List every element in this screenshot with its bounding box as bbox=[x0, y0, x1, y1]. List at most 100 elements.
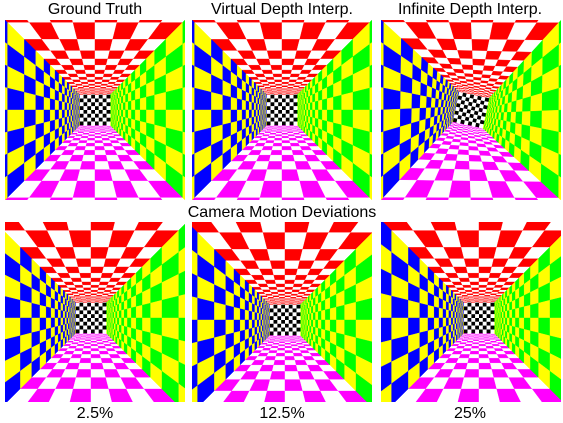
far-wall-tile bbox=[274, 110, 279, 114]
checker-tile bbox=[306, 319, 308, 326]
checker-tile bbox=[76, 85, 85, 88]
checker-tile bbox=[306, 127, 309, 137]
checker-tile bbox=[62, 101, 66, 111]
checker-tile bbox=[259, 149, 273, 156]
checker-tile bbox=[86, 139, 96, 144]
checker-tile bbox=[425, 197, 450, 200]
checker-tile bbox=[58, 317, 62, 327]
checker-tile bbox=[470, 347, 480, 351]
checker-tile bbox=[73, 247, 92, 259]
checker-tile bbox=[259, 92, 261, 100]
checker-tile bbox=[68, 90, 72, 99]
checker-tile bbox=[245, 100, 250, 111]
checker-tile bbox=[257, 91, 260, 100]
far-wall-tile bbox=[293, 121, 298, 126]
checker-tile bbox=[257, 319, 260, 328]
checker-tile bbox=[97, 287, 107, 291]
checker-tile bbox=[324, 319, 330, 332]
checker-tile bbox=[5, 20, 30, 23]
checker-tile bbox=[344, 302, 356, 321]
checker-tile bbox=[50, 307, 56, 319]
checker-tile bbox=[43, 97, 51, 111]
checker-tile bbox=[262, 347, 272, 351]
checker-tile bbox=[123, 308, 128, 319]
checker-tile bbox=[114, 335, 118, 345]
checker-tile bbox=[472, 291, 480, 294]
far-wall-tile bbox=[269, 312, 274, 317]
checker-tile bbox=[503, 304, 506, 313]
checker-tile bbox=[89, 131, 96, 133]
checker-tile bbox=[79, 160, 96, 170]
checker-tile bbox=[74, 69, 87, 75]
checker-tile bbox=[277, 345, 286, 348]
checker-tile bbox=[257, 103, 260, 111]
checker-tile bbox=[306, 308, 308, 315]
checker-tile bbox=[101, 135, 110, 139]
far-wall-tile bbox=[296, 304, 301, 309]
checker-tile bbox=[290, 344, 299, 347]
checker-tile bbox=[66, 311, 69, 319]
checker-tile bbox=[34, 405, 70, 423]
checker-tile bbox=[117, 126, 120, 135]
far-wall-tile bbox=[266, 121, 271, 126]
checker-tile bbox=[94, 137, 103, 141]
far-wall-tile bbox=[273, 304, 278, 309]
checker-tile bbox=[284, 297, 291, 299]
checker-tile bbox=[454, 299, 457, 308]
checker-tile bbox=[97, 290, 106, 293]
checker-tile bbox=[120, 116, 124, 125]
far-wall-tile bbox=[460, 100, 466, 105]
checker-tile bbox=[117, 115, 120, 123]
checker-tile bbox=[508, 301, 512, 311]
checker-tile bbox=[72, 137, 82, 141]
far-wall-tile bbox=[479, 306, 483, 311]
checker-tile bbox=[500, 312, 502, 319]
checker-tile bbox=[478, 295, 485, 297]
far-wall-tile bbox=[455, 106, 460, 112]
far-wall-tile bbox=[91, 321, 95, 326]
far-wall-tile bbox=[94, 325, 99, 330]
checker-tile bbox=[254, 319, 258, 328]
checker-tile bbox=[544, 222, 561, 231]
checker-tile bbox=[276, 349, 286, 353]
checker-tile bbox=[257, 97, 260, 105]
checker-tile bbox=[94, 81, 103, 85]
checker-tile bbox=[116, 317, 120, 326]
checker-tile bbox=[112, 306, 114, 313]
checker-tile bbox=[303, 92, 305, 100]
far-wall-tile bbox=[79, 121, 84, 126]
far-wall-tile bbox=[79, 94, 84, 99]
checker-tile bbox=[261, 69, 274, 75]
checker-tile bbox=[471, 343, 480, 346]
checker-tile bbox=[141, 317, 151, 334]
checker-tile bbox=[68, 317, 70, 324]
checker-tile bbox=[500, 333, 502, 342]
checker-tile bbox=[287, 87, 294, 89]
checker-tile bbox=[274, 79, 283, 83]
checker-tile bbox=[290, 297, 297, 299]
far-wall-tile bbox=[79, 325, 84, 330]
checker-tile bbox=[460, 281, 472, 286]
far-wall-tile bbox=[482, 302, 487, 307]
checker-tile bbox=[456, 345, 466, 349]
far-wall-tile bbox=[95, 102, 99, 107]
checker-tile bbox=[307, 95, 310, 104]
far-wall-tile bbox=[289, 94, 294, 99]
checker-tile bbox=[311, 101, 315, 111]
checker-tile bbox=[267, 297, 275, 299]
far-wall-tile bbox=[292, 320, 297, 324]
checker-tile bbox=[473, 295, 480, 297]
checker-tile bbox=[461, 247, 480, 259]
far-wall-tile bbox=[479, 314, 483, 318]
far-wall-tile bbox=[467, 105, 472, 110]
checker-tile bbox=[199, 407, 241, 423]
far-wall-tile bbox=[457, 115, 462, 120]
checker-tile bbox=[459, 291, 468, 294]
checker-tile bbox=[262, 335, 264, 344]
far-wall-tile bbox=[486, 314, 491, 318]
checker-tile bbox=[78, 266, 92, 274]
checker-tile bbox=[304, 115, 307, 123]
far-wall-tile bbox=[75, 318, 80, 322]
checker-tile bbox=[116, 115, 118, 122]
far-wall-tile bbox=[91, 113, 95, 118]
